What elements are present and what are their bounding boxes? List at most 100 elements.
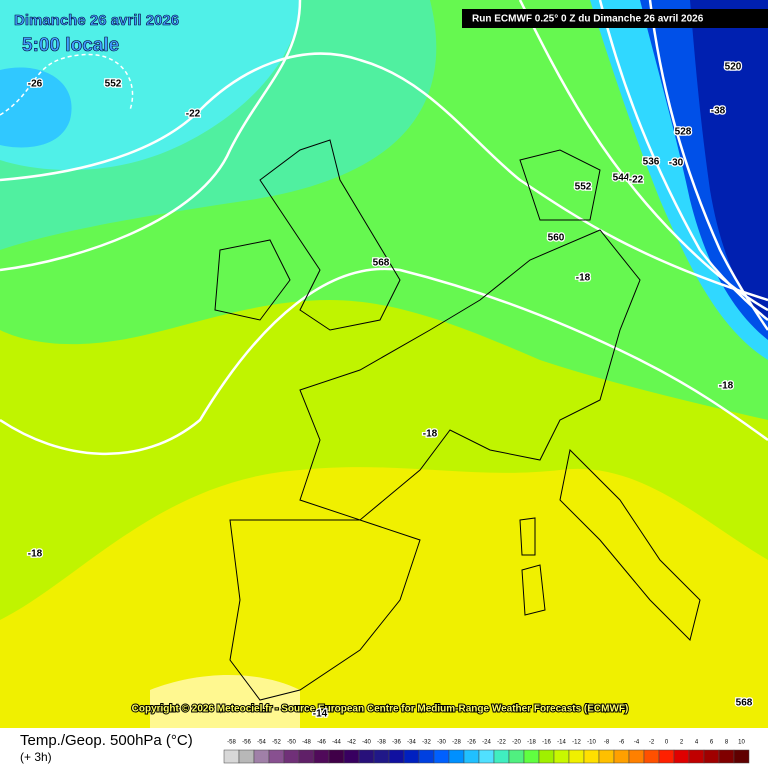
scale-swatch	[433, 749, 450, 764]
scale-label: -54	[257, 740, 266, 746]
scale-swatch	[253, 749, 270, 764]
contour-label: 568	[736, 698, 753, 709]
contour-label: -22	[186, 109, 201, 120]
coast	[214, 239, 291, 321]
region-yellow	[0, 467, 768, 728]
contour	[648, 0, 768, 331]
scale-swatch	[343, 749, 360, 764]
scale-swatch	[268, 749, 285, 764]
scale-swatch	[313, 749, 330, 764]
run-info: Run ECMWF 0.25° 0 Z du Dimanche 26 avril…	[472, 14, 704, 25]
copyright: Copyright © 2026 Meteociel.fr - Source E…	[132, 704, 629, 715]
scale-swatch	[223, 749, 240, 764]
scale-swatch	[583, 749, 600, 764]
scale-label: -42	[347, 740, 356, 746]
contour-label: 528	[675, 127, 692, 138]
scale-swatch	[538, 749, 555, 764]
scale-swatch	[733, 749, 750, 764]
scale-swatch	[283, 749, 300, 764]
coastlines	[214, 139, 701, 701]
scale-label: -6	[619, 740, 625, 746]
coast	[519, 517, 546, 616]
region-cyan	[0, 0, 300, 170]
scale-swatch	[238, 749, 255, 764]
contour	[518, 0, 768, 312]
contour-label: 520	[725, 62, 742, 73]
scale-swatch	[463, 749, 480, 764]
scale-swatch	[658, 749, 675, 764]
region-pale	[150, 675, 300, 728]
scale-swatch	[418, 749, 435, 764]
scale-label: -16	[542, 740, 551, 746]
contour-label: 544	[613, 173, 630, 184]
scale-label: -12	[572, 740, 581, 746]
scale-label: 10	[738, 740, 745, 746]
scale-swatch	[478, 749, 495, 764]
scale-swatch	[643, 749, 660, 764]
contour-label: 560	[548, 233, 565, 244]
coast	[519, 149, 601, 221]
scale-label: -18	[527, 740, 536, 746]
footer-title: Temp./Geop. 500hPa (°C)	[20, 732, 193, 749]
contour-label: -26	[28, 79, 43, 90]
scale-label: 2	[680, 740, 684, 746]
scale-label: -20	[512, 740, 521, 746]
scale-label: -50	[287, 740, 296, 746]
footer-step: (+ 3h)	[20, 750, 52, 764]
contour-label: -30	[669, 158, 684, 169]
run-banner	[462, 9, 768, 28]
contour-label: -22	[629, 175, 644, 186]
scale-label: -30	[437, 740, 446, 746]
scale-label: -22	[497, 740, 506, 746]
contour-label: -18	[719, 381, 734, 392]
scale-label: -38	[377, 740, 386, 746]
scale-swatch	[703, 749, 720, 764]
scale-label: -24	[482, 740, 491, 746]
scale-swatch	[358, 749, 375, 764]
region-blue-light	[0, 67, 72, 148]
contour-label: 552	[105, 79, 122, 90]
contour-label: -18	[576, 273, 591, 284]
region-blue-dark	[690, 0, 768, 320]
scale-label: -40	[362, 740, 371, 746]
scale-label: 4	[695, 740, 699, 746]
contour-label: 552	[575, 182, 592, 193]
scale-swatch	[523, 749, 540, 764]
scale-swatch	[373, 749, 390, 764]
coast	[229, 519, 421, 701]
scale-label: -8	[604, 740, 610, 746]
scale-swatch	[403, 749, 420, 764]
scale-swatch	[448, 749, 465, 764]
contour-label: 536	[643, 157, 660, 168]
scale-swatch	[298, 749, 315, 764]
scale-label: -48	[302, 740, 311, 746]
scale-label: -52	[272, 740, 281, 746]
contour-label: -18	[423, 429, 438, 440]
scale-label: -28	[452, 740, 461, 746]
scale-swatch	[508, 749, 525, 764]
scale-label: -58	[227, 740, 236, 746]
scale-label: -26	[467, 740, 476, 746]
scale-label: 8	[725, 740, 729, 746]
scale-swatch	[553, 749, 570, 764]
date: Dimanche 26 avril 2026	[14, 12, 179, 29]
scale-label: -2	[649, 740, 655, 746]
contour	[0, 0, 302, 272]
scale-swatch	[493, 749, 510, 764]
scale-swatch	[388, 749, 405, 764]
scale-label: -14	[557, 740, 566, 746]
scale-swatch	[688, 749, 705, 764]
scale-label: -4	[634, 740, 640, 746]
scale-label: 6	[710, 740, 714, 746]
scale-label: -44	[332, 740, 341, 746]
contour-label: 568	[373, 258, 390, 269]
contour-label: -14	[313, 709, 328, 720]
scale-swatch	[718, 749, 735, 764]
scale-label: -10	[587, 740, 596, 746]
scale-swatch	[628, 749, 645, 764]
scale-swatch	[673, 749, 690, 764]
scale-label: 0	[665, 740, 669, 746]
coast	[299, 229, 641, 521]
contour	[0, 52, 768, 302]
